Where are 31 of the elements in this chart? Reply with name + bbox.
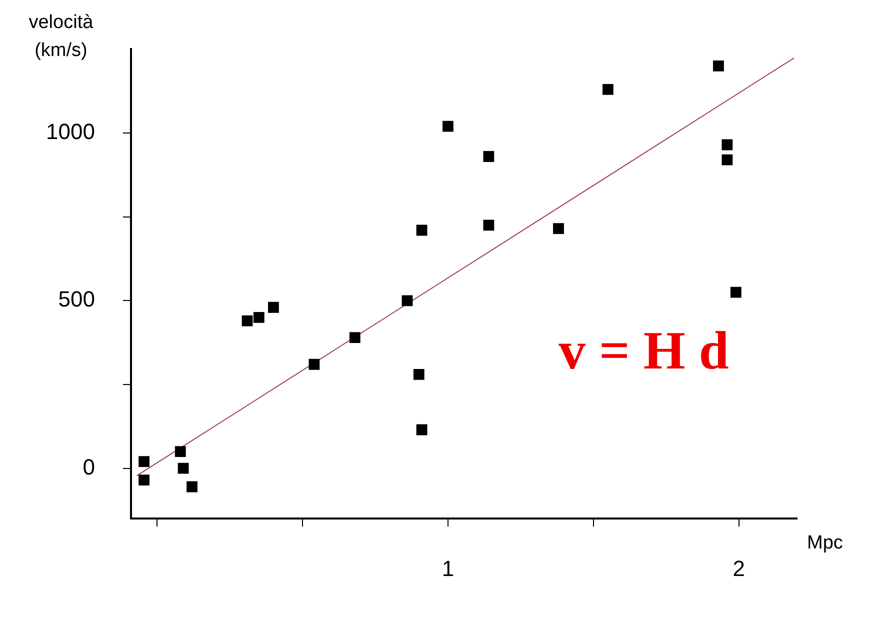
point (138, 456, 150, 468)
point (174, 446, 186, 457)
point (402, 295, 413, 306)
point (349, 332, 360, 343)
point (178, 462, 189, 474)
point (413, 368, 424, 380)
y-tick-label: 0 (82, 454, 95, 480)
point (442, 120, 454, 132)
x-tick-label: 1 (442, 556, 454, 581)
y-axis-title: velocità (km/s) (28, 12, 94, 61)
point (416, 224, 428, 236)
point (730, 286, 742, 298)
x-tick-label: 2 (732, 556, 745, 581)
point (483, 220, 494, 231)
point (602, 84, 614, 95)
point (722, 154, 733, 166)
point (483, 151, 494, 162)
point (242, 315, 253, 326)
annotation: v = H d (558, 320, 729, 380)
point (268, 302, 279, 313)
y-tick-label: 500 (58, 286, 95, 312)
point (722, 139, 733, 150)
point (138, 474, 150, 486)
point (186, 481, 198, 492)
point (553, 223, 564, 234)
point (308, 358, 320, 370)
point (713, 60, 724, 72)
x-axis-title: Mpc (807, 532, 843, 554)
point (253, 312, 264, 323)
y-tick-label: 1000 (46, 119, 95, 144)
point (416, 424, 428, 436)
